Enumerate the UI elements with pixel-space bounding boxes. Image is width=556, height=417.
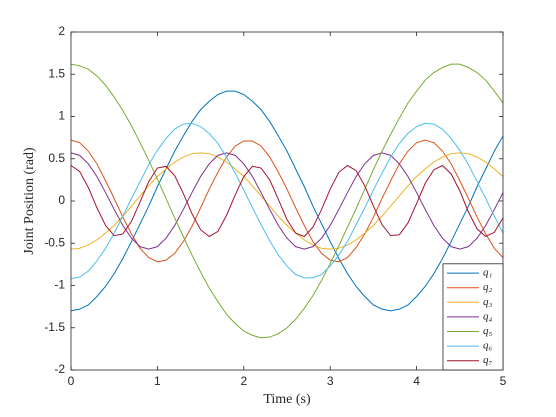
data-line [70,90,504,312]
x-tick-label: 5 [500,374,507,388]
data-line [70,152,504,250]
data-line [70,139,504,263]
legend-label: q₁ [483,267,493,279]
x-tick-label: 1 [154,374,161,388]
legend-label: q₅ [483,325,493,337]
y-tick-label: 1.5 [48,66,65,80]
legend-label: q₄ [483,310,493,322]
x-tick-label: 4 [413,374,420,388]
data-line [70,164,504,238]
legend-label: q₂ [483,281,493,293]
y-tick-label: -1.5 [44,320,65,334]
y-tick-label: -2 [54,362,65,376]
y-tick-label: 2 [58,24,65,38]
y-tick-label: -0.5 [44,235,65,249]
y-tick-label: -1 [54,278,65,292]
y-tick-label: 1 [58,109,65,123]
legend: q₁ q₂ q₃ q₄ q₅ q₆ q₇ [442,263,504,371]
legend-label: q₇ [483,354,493,366]
x-tick-label: 0 [68,374,75,388]
data-line [70,63,504,339]
y-axis-label: Joint Position (rad) [22,147,37,255]
y-tick-label: 0 [58,193,65,207]
legend-label: q₆ [483,340,493,352]
y-tick-label: 0.5 [48,151,65,165]
legend-label: q₃ [483,296,493,308]
data-line [70,152,504,250]
data-line [70,122,504,280]
x-axis-label: Time (s) [263,392,311,407]
x-tick-label: 3 [327,374,334,388]
x-tick-label: 2 [240,374,247,388]
